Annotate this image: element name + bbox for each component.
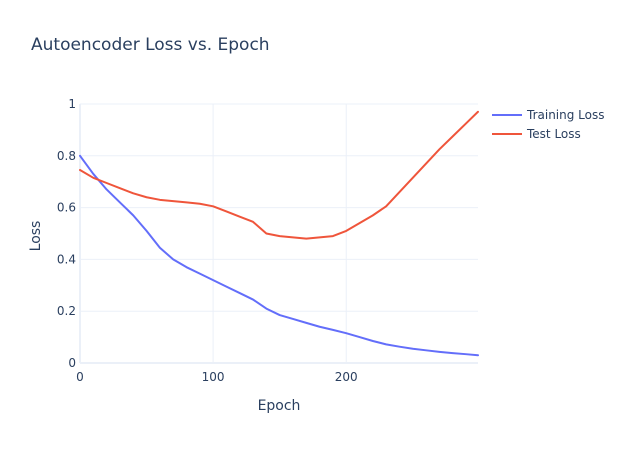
x-tick-label: 0 [76,370,84,384]
legend-item-training-loss[interactable]: Training Loss [492,108,604,122]
axes: 0 0.2 0.4 0.6 0.8 1 0 100 200 [57,97,358,384]
chart-title: Autoencoder Loss vs. Epoch [31,35,270,55]
y-tick-label: 1 [68,97,76,111]
y-tick-label: 0.8 [57,149,76,163]
x-tick-label: 100 [202,370,225,384]
y-axis-title: Loss [28,221,44,252]
x-tick-label: 200 [335,370,358,384]
legend-label: Test Loss [526,127,581,141]
grid-lines [79,103,478,364]
series-line-test-loss[interactable] [79,110,479,240]
series-line-training-loss[interactable] [79,154,479,357]
legend-label: Training Loss [526,108,604,122]
y-tick-label: 0.2 [57,304,76,318]
y-tick-label: 0 [68,356,76,370]
series-lines [79,110,479,357]
legend[interactable]: Training Loss Test Loss [492,108,604,141]
x-axis-title: Epoch [258,398,301,414]
y-tick-label: 0.4 [57,252,76,266]
legend-item-test-loss[interactable]: Test Loss [492,127,581,141]
y-tick-label: 0.6 [57,201,76,215]
